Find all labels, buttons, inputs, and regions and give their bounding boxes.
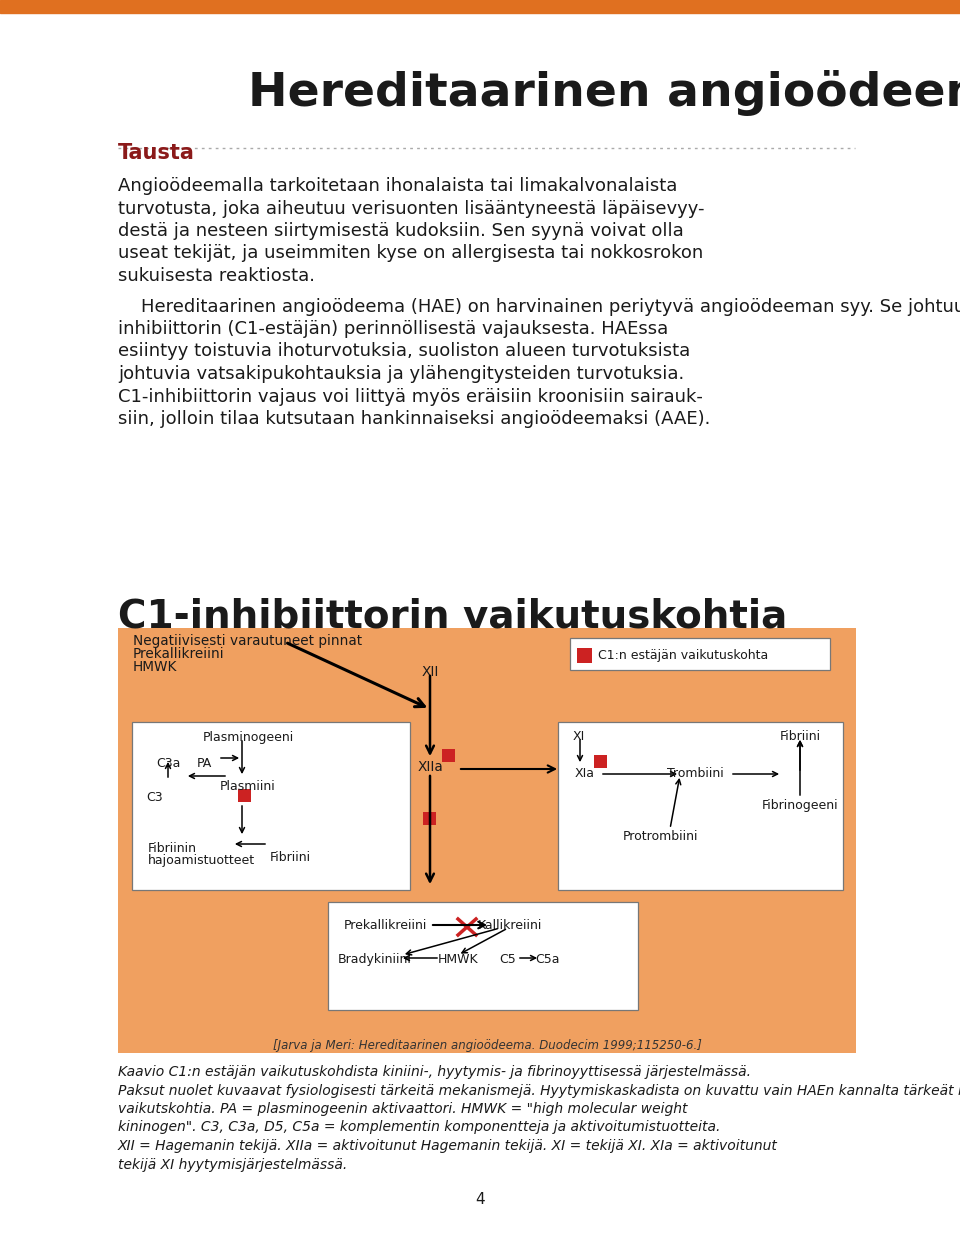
Text: useat tekijät, ja useimmiten kyse on allergisesta tai nokkosrokon: useat tekijät, ja useimmiten kyse on all… (118, 245, 704, 263)
Bar (238, 789, 251, 802)
Text: johtuvia vatsakipukohtauksia ja ylähengitysteiden turvotuksia.: johtuvia vatsakipukohtauksia ja ylähengi… (118, 366, 684, 383)
Bar (558, 722, 843, 890)
Bar (328, 902, 638, 1010)
Text: C1:n estäjän vaikutuskohta: C1:n estäjän vaikutuskohta (598, 648, 768, 662)
Text: turvotusta, joka aiheutuu verisuonten lisääntyneestä läpäisevyy-: turvotusta, joka aiheutuu verisuonten li… (118, 200, 705, 217)
Text: Tausta: Tausta (118, 143, 195, 163)
Bar (442, 748, 455, 762)
Text: Hereditaarinen angioödeema (HAE) on harvinainen periytyvä angioödeeman syy. Se j: Hereditaarinen angioödeema (HAE) on harv… (118, 298, 960, 315)
Text: HMWK: HMWK (438, 953, 478, 966)
Bar (423, 811, 436, 825)
Text: siin, jolloin tilaa kutsutaan hankinnaiseksi angioödeemaksi (AAE).: siin, jolloin tilaa kutsutaan hankinnais… (118, 410, 710, 429)
Text: Prekallikreiini: Prekallikreiini (133, 647, 225, 661)
Text: Fibriinin: Fibriinin (148, 842, 197, 855)
Text: C5: C5 (499, 953, 516, 966)
Text: Fibriini: Fibriini (780, 730, 821, 743)
Text: PA: PA (197, 757, 211, 769)
Text: C3: C3 (147, 790, 163, 804)
Text: 4: 4 (475, 1192, 485, 1207)
Text: [Jarva ja Meri: Hereditaarinen angioödeema. Duodecim 1999;115250-6.]: [Jarva ja Meri: Hereditaarinen angioödee… (273, 1039, 702, 1052)
Text: Kallikreiini: Kallikreiini (478, 919, 542, 932)
Text: XI: XI (573, 730, 586, 743)
Text: Angioödeemalla tarkoitetaan ihonalaista tai limakalvonalaista: Angioödeemalla tarkoitetaan ihonalaista … (118, 177, 678, 195)
Text: tekijä XI hyytymisjärjestelmässä.: tekijä XI hyytymisjärjestelmässä. (118, 1157, 348, 1172)
Text: HMWK: HMWK (133, 659, 178, 674)
Bar (132, 722, 410, 890)
Text: Protrombiini: Protrombiini (622, 830, 698, 844)
Text: Kaavio C1:n estäjän vaikutuskohdista kiniini-, hyytymis- ja fibrinoyyttisessä jä: Kaavio C1:n estäjän vaikutuskohdista kin… (118, 1065, 751, 1079)
Text: XIa: XIa (575, 767, 595, 781)
Text: XIIa: XIIa (418, 760, 443, 774)
Text: vaikutskohtia. PA = plasminogeenin aktivaattori. HMWK = "high molecular weight: vaikutskohtia. PA = plasminogeenin aktiv… (118, 1102, 687, 1116)
Bar (118, 629, 856, 1053)
Text: Trombiini: Trombiini (666, 767, 724, 781)
Text: Fibrinogeeni: Fibrinogeeni (761, 799, 838, 811)
Bar (570, 638, 830, 671)
Text: Prekallikreiini: Prekallikreiini (344, 919, 427, 932)
Bar (0, 0, 960, 14)
Text: kininogen". C3, C3a, D5, C5a = komplementin komponentteja ja aktivoitumistuottei: kininogen". C3, C3a, D5, C5a = komplemen… (118, 1120, 720, 1135)
Text: C3a: C3a (156, 757, 180, 769)
Text: destä ja nesteen siirtymisestä kudoksiin. Sen syynä voivat olla: destä ja nesteen siirtymisestä kudoksiin… (118, 222, 684, 240)
Text: XII: XII (421, 664, 439, 679)
Text: C5a: C5a (536, 953, 561, 966)
Text: sukuisesta reaktiosta.: sukuisesta reaktiosta. (118, 267, 315, 285)
Text: Hereditaarinen angioödeema: Hereditaarinen angioödeema (248, 70, 960, 116)
Text: Plasmiini: Plasmiini (220, 781, 276, 793)
Text: C1-inhibiittorin vajaus voi liittyä myös eräisiin kroonisiin sairauk-: C1-inhibiittorin vajaus voi liittyä myös… (118, 388, 703, 405)
Text: Plasminogeeni: Plasminogeeni (203, 731, 294, 743)
Bar (594, 755, 607, 768)
Bar (577, 648, 592, 663)
Text: C1-inhibiittorin vaikutuskohtia: C1-inhibiittorin vaikutuskohtia (118, 597, 787, 635)
Text: XII = Hagemanin tekijä. XIIa = aktivoitunut Hagemanin tekijä. XI = tekijä XI. XI: XII = Hagemanin tekijä. XIIa = aktivoitu… (118, 1139, 778, 1153)
Text: esiintyy toistuvia ihoturvotuksia, suoliston alueen turvotuksista: esiintyy toistuvia ihoturvotuksia, suoli… (118, 342, 690, 361)
Text: Bradykiniini: Bradykiniini (338, 953, 412, 966)
Text: Paksut nuolet kuvaavat fysiologisesti tärkeitä mekanismejä. Hyytymiskaskadista o: Paksut nuolet kuvaavat fysiologisesti tä… (118, 1083, 960, 1098)
Text: hajoamistuotteet: hajoamistuotteet (148, 853, 255, 867)
Text: Negatiivisesti varautuneet pinnat: Negatiivisesti varautuneet pinnat (133, 634, 362, 648)
Text: inhibiittorin (C1-estäjän) perinnöllisestä vajauksesta. HAEssa: inhibiittorin (C1-estäjän) perinnöllises… (118, 320, 668, 338)
Text: Fibriini: Fibriini (270, 851, 311, 864)
